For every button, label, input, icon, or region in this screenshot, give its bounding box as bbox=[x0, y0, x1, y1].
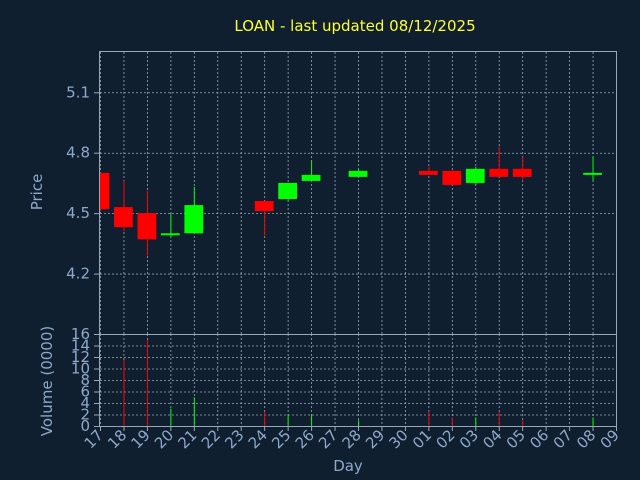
volume-y-tick-label: 6 bbox=[80, 383, 90, 401]
candle-body bbox=[184, 205, 204, 234]
volume-y-tick-label: 12 bbox=[71, 348, 90, 366]
candle-body bbox=[301, 174, 321, 181]
volume-y-tick-label: 2 bbox=[80, 406, 90, 424]
volume-y-tick-label: 8 bbox=[80, 371, 90, 389]
volume-panel-frame bbox=[99, 334, 617, 427]
price-grid bbox=[100, 52, 617, 334]
candle-body bbox=[114, 207, 133, 228]
candle-body bbox=[583, 172, 602, 175]
volume-bars bbox=[123, 339, 594, 426]
price-y-tick-label: 4.8 bbox=[66, 144, 90, 162]
volume-y-tick-label: 4 bbox=[80, 394, 90, 412]
candle-body bbox=[160, 233, 180, 236]
price-y-ticks: 4.2 4.5 4.8 5.1 bbox=[66, 83, 100, 283]
price-y-tick-label: 4.5 bbox=[66, 204, 90, 222]
candle-body bbox=[442, 170, 462, 185]
chart-title: LOAN - last updated 08/12/2025 bbox=[234, 17, 475, 35]
candle-body bbox=[254, 201, 274, 212]
candle-body bbox=[418, 170, 438, 175]
candle-body bbox=[512, 168, 532, 177]
volume-y-tick-label: 16 bbox=[71, 325, 90, 343]
volume-y-tick-label: 0 bbox=[80, 417, 90, 435]
candle-body bbox=[465, 168, 485, 183]
price-y-tick-label: 4.2 bbox=[66, 265, 90, 283]
x-axis-label: Day bbox=[333, 457, 363, 475]
price-candles bbox=[100, 146, 602, 256]
candle-body bbox=[489, 168, 509, 177]
candle-body bbox=[348, 170, 368, 177]
candle-body bbox=[100, 172, 110, 210]
price-y-tick-label: 5.1 bbox=[66, 83, 90, 101]
x-ticks: 1718192021222324252627282930010203040506… bbox=[81, 426, 623, 452]
candle-body bbox=[278, 182, 298, 200]
volume-axis-label: Volume (0000) bbox=[38, 326, 56, 436]
volume-y-tick-label: 10 bbox=[71, 360, 90, 378]
candle-body bbox=[137, 213, 157, 240]
price-axis-label: Price bbox=[28, 174, 46, 211]
volume-y-tick-label: 14 bbox=[71, 337, 90, 355]
